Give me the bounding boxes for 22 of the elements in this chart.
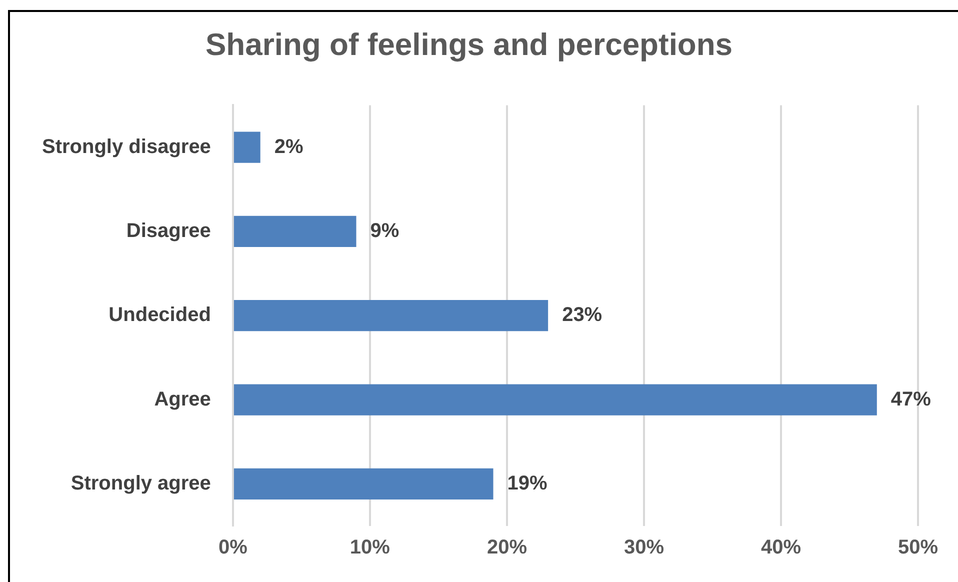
bar <box>234 384 877 416</box>
y-tick-label: Undecided <box>108 304 211 326</box>
x-tick-label: 50% <box>898 536 938 559</box>
data-label: 19% <box>507 472 548 494</box>
y-tick-label: Strongly agree <box>70 472 211 494</box>
y-tick-label: Disagree <box>126 220 211 242</box>
data-label: 23% <box>562 304 602 326</box>
x-tick-label: 30% <box>624 536 664 559</box>
bar <box>234 216 356 248</box>
y-tick-label: Strongly disagree <box>42 136 211 158</box>
x-tick-label: 10% <box>350 536 390 559</box>
bar <box>234 468 494 500</box>
x-tick-label: 40% <box>760 536 802 559</box>
data-label: 9% <box>370 220 400 242</box>
data-label: 2% <box>274 136 304 158</box>
x-tick-label: 20% <box>486 536 528 559</box>
x-tick-label: 0% <box>218 536 248 559</box>
bar <box>234 132 260 163</box>
y-tick-label: Agree <box>154 388 211 410</box>
data-label: 47% <box>890 388 932 410</box>
chart-title: Sharing of feelings and perceptions <box>205 27 733 62</box>
bar <box>234 300 548 332</box>
